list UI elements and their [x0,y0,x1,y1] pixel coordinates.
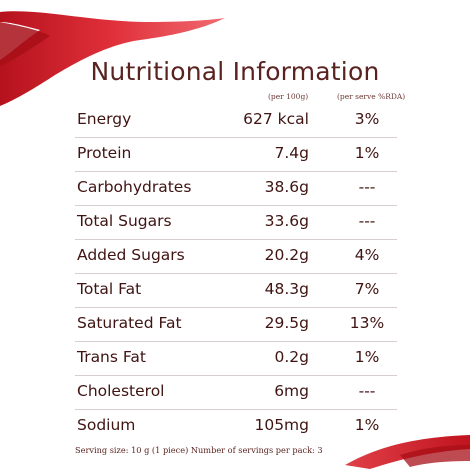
nutrient-value-per-100g: 33.6g [264,212,309,230]
nutrient-name: Energy [77,110,132,128]
serving-info-footer: Serving size: 10 g (1 piece) Number of s… [75,445,323,455]
nutrient-name: Cholesterol [77,382,165,400]
nutrient-value-per-100g: 20.2g [264,246,309,264]
table-row-cholesterol: Cholesterol 6mg --- [75,376,397,410]
nutrient-value-per-100g: 48.3g [264,280,309,298]
table-row-total-sugars: Total Sugars 33.6g --- [75,206,397,240]
page-title: Nutritional Information [90,57,380,86]
nutrient-rda: --- [358,382,376,400]
nutrient-name: Saturated Fat [77,314,182,332]
table-row-saturated-fat: Saturated Fat 29.5g 13% [75,308,397,342]
table-row-trans-fat: Trans Fat 0.2g 1% [75,342,397,376]
nutrient-rda: 13% [349,314,385,332]
nutrient-rda: 1% [354,144,380,162]
nutrient-rda: 3% [354,110,380,128]
table-row-sodium: Sodium 105mg 1% [75,410,397,443]
nutrient-name: Trans Fat [77,348,146,366]
table-row-energy: Energy 627 kcal 3% [75,104,397,138]
nutrient-rda: --- [358,178,376,196]
nutrient-value-per-100g: 105mg [254,416,309,434]
column-header-per-serve-rda: (per serve %RDA) [337,92,406,101]
nutrient-name: Carbohydrates [77,178,192,196]
table-row-protein: Protein 7.4g 1% [75,138,397,172]
table-row-carbohydrates: Carbohydrates 38.6g --- [75,172,397,206]
nutrient-value-per-100g: 6mg [274,382,309,400]
table-row-total-fat: Total Fat 48.3g 7% [75,274,397,308]
nutrient-value-per-100g: 627 kcal [243,110,309,128]
nutrient-name: Sodium [77,416,136,434]
nutrition-table: Energy 627 kcal 3% Protein 7.4g 1% Carbo… [75,104,397,443]
nutrient-name: Total Fat [77,280,142,298]
nutrient-value-per-100g: 0.2g [274,348,310,366]
nutrient-rda: 1% [354,348,380,366]
nutrient-value-per-100g: 38.6g [264,178,309,196]
nutrient-name: Total Sugars [77,212,172,230]
nutrient-rda: 1% [354,416,380,434]
nutrient-name: Added Sugars [77,246,185,264]
nutrient-value-per-100g: 7.4g [274,144,310,162]
nutrient-rda: 7% [354,280,380,298]
column-header-per-100g: (per 100g) [268,92,309,101]
nutrient-rda: --- [358,212,376,230]
nutrient-rda: 4% [354,246,380,264]
red-ribbon-decoration-top [0,11,225,106]
nutrient-name: Protein [77,144,132,162]
nutrient-value-per-100g: 29.5g [264,314,309,332]
table-row-added-sugars: Added Sugars 20.2g 4% [75,240,397,274]
